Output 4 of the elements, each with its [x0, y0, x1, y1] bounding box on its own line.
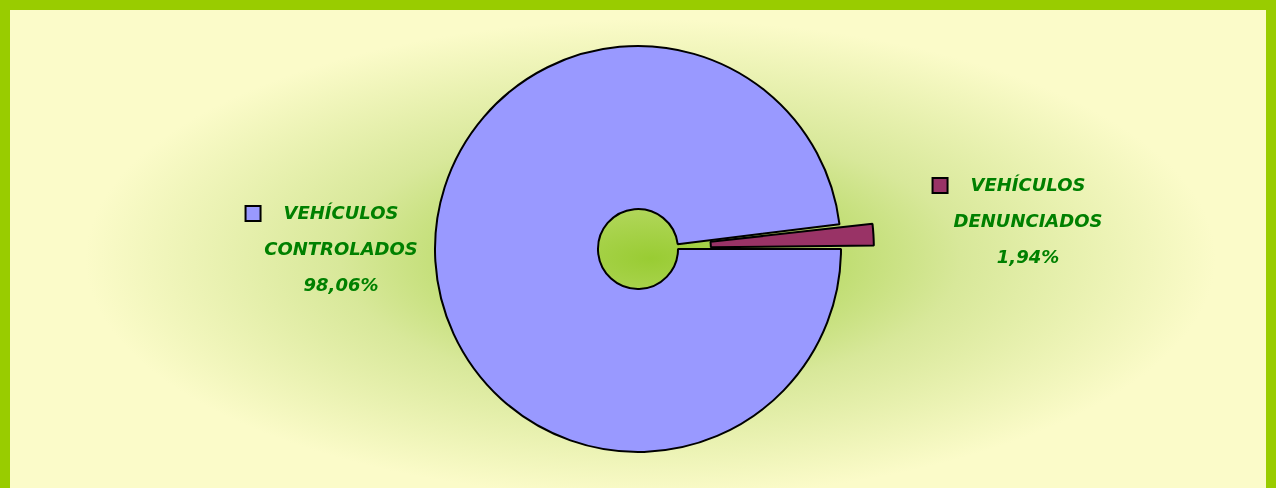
data-label: 98,06% [303, 273, 379, 295]
data-label: 1,94% [996, 245, 1060, 267]
legend-label: VEHÍCULOS CONTROLADOS [264, 201, 418, 259]
legend-label: VEHÍCULOS DENUNCIADOS [953, 173, 1103, 231]
